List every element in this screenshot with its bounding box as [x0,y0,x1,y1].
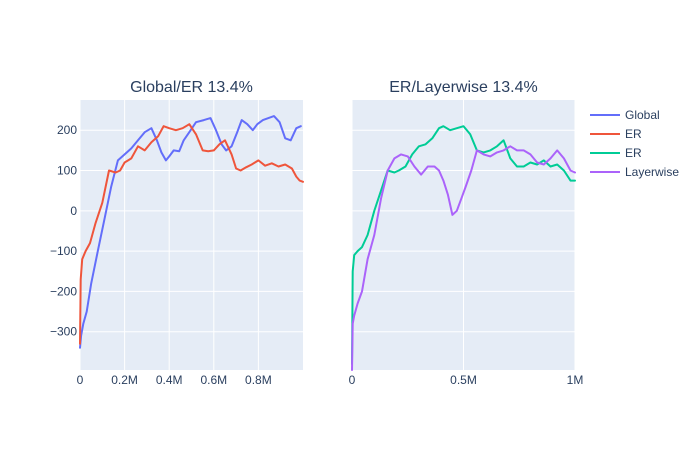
panel2-x-tick-label: 0 [349,373,356,387]
legend-label-er: ER [625,146,642,160]
panel1-x-tick-label: 0.2M [111,373,138,387]
panel2-x-tick-label: 1M [567,373,584,387]
panel2-x-tick-label: 0.5M [450,373,477,387]
panel1-title: Global/ER 13.4% [130,79,253,96]
panel1-x-tick-label: 0.4M [156,373,183,387]
panel1-y-tick-label: 0 [70,204,77,218]
panel1-plot-area [80,100,303,370]
panel2-series-line-layerwise [351,145,576,371]
panel1-x-tick-label: 0.6M [200,373,227,387]
legend-label-global: Global [625,108,660,122]
panel1-x-tick-label: 0 [77,373,84,387]
panel2-title: ER/Layerwise 13.4% [389,79,538,96]
panel1-y-tick-label: −300 [50,325,77,339]
panel1-series-line-global [79,115,302,349]
panel1-x-tick-label: 0.8M [245,373,272,387]
panel1-y-tick-label: −200 [50,284,77,298]
panel2-series-line-er [351,125,576,365]
panel1-y-tick-label: 100 [57,164,77,178]
panel1-y-tick-label: −100 [50,244,77,258]
panel1-series-line-er [79,123,304,345]
panel1-y-tick-label: 200 [57,123,77,137]
legend-label-er: ER [625,127,642,141]
legend-label-layerwise: Layerwise [625,165,679,179]
